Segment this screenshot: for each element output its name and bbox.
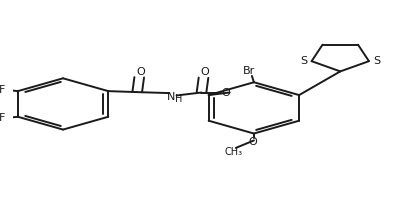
Text: O: O [248, 137, 257, 147]
Text: Br: Br [243, 66, 255, 76]
Text: S: S [300, 56, 307, 66]
Text: N: N [167, 92, 176, 102]
Text: F: F [0, 113, 6, 123]
Text: CH₃: CH₃ [225, 147, 243, 157]
Text: H: H [175, 94, 183, 104]
Text: S: S [374, 56, 381, 66]
Text: F: F [0, 85, 6, 95]
Text: O: O [201, 67, 209, 77]
Text: O: O [222, 88, 230, 98]
Text: O: O [136, 67, 145, 77]
